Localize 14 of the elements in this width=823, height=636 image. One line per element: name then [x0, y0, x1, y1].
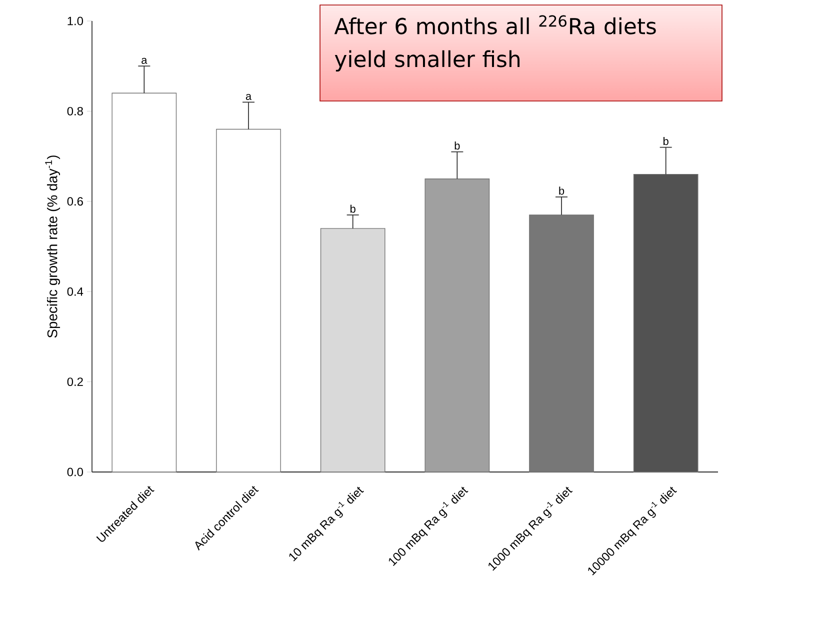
y-tick-label: 0.6	[67, 197, 83, 206]
y-axis-title: Specific growth rate (% day$^{-1}$)	[45, 156, 60, 338]
y-tick-label: 0.0	[67, 468, 84, 476]
annotation: a	[246, 94, 252, 100]
y-tick-label: 0.8	[67, 106, 83, 116]
annotation: b	[350, 204, 356, 213]
text: After 6 months all $^{226}$Ra diets yield smaller fish	[334, 15, 656, 72]
annotation: b	[454, 142, 460, 150]
annotation: b	[663, 137, 668, 146]
annotation: b	[559, 186, 564, 195]
annotation: a	[142, 58, 148, 64]
y-tick-label: 1.0	[68, 16, 84, 26]
y-tick-label: 0.2	[67, 378, 83, 386]
y-tick-label: 0.4	[67, 287, 84, 296]
